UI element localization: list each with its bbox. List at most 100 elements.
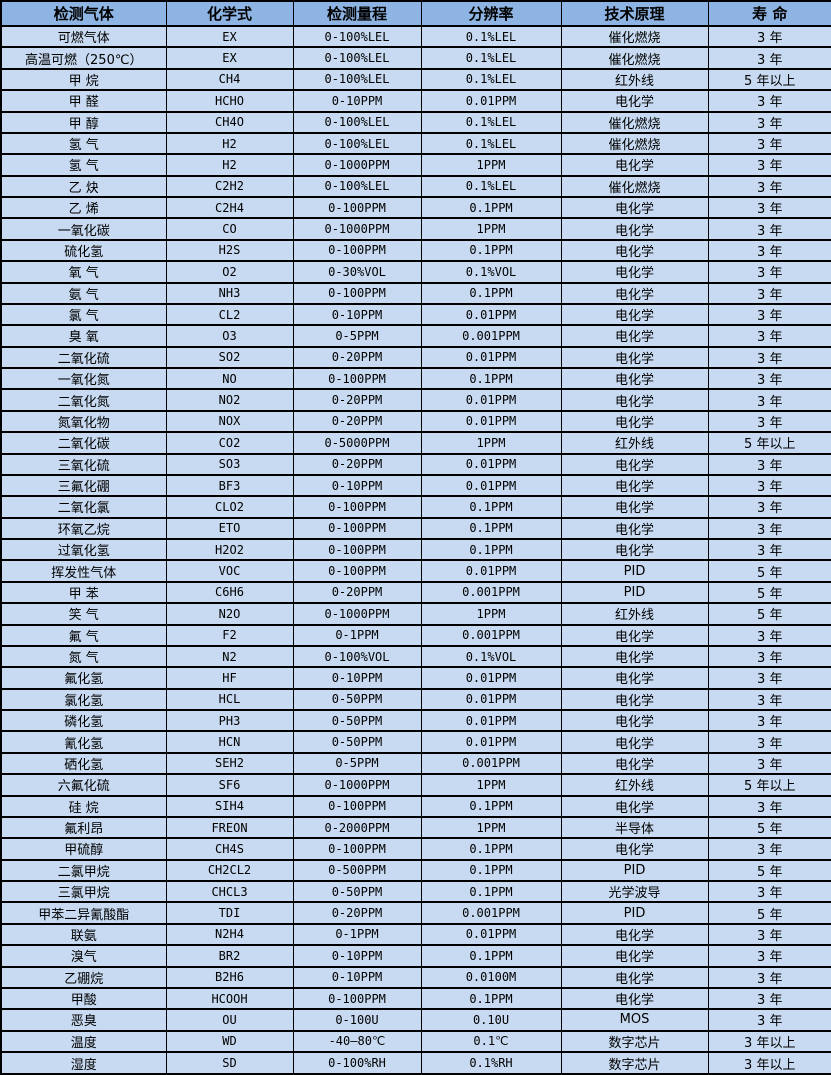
cell-formula: H2O2 bbox=[165, 537, 294, 562]
cell-formula: H2 bbox=[165, 131, 294, 156]
cell-principle: 催化燃烧 bbox=[560, 24, 709, 49]
cell-lifespan: 3 年 bbox=[707, 495, 831, 519]
cell-formula: SEH2 bbox=[165, 751, 294, 776]
table-row: 臭 氧 O3 0-5PPM 0.001PPM 电化学 3 年 bbox=[0, 324, 831, 348]
cell-principle: 电化学 bbox=[560, 986, 709, 1011]
cell-range: 0-100%LEL bbox=[292, 110, 422, 134]
cell-gas: 联氨 bbox=[0, 922, 167, 947]
cell-resolution: 0.1%LEL bbox=[420, 174, 562, 199]
cell-formula: CLO2 bbox=[165, 495, 294, 519]
cell-gas: 硫化氢 bbox=[0, 238, 167, 263]
cell-gas: 二氧化氯 bbox=[0, 495, 167, 519]
cell-principle: 电化学 bbox=[560, 473, 709, 498]
cell-gas: 氢 气 bbox=[0, 153, 167, 177]
cell-lifespan: 5 年 bbox=[707, 901, 831, 925]
table-body: 可燃气体 EX 0-100%LEL 0.1%LEL 催化燃烧 3 年高温可燃（250℃） E… bbox=[0, 24, 831, 1075]
cell-resolution: 0.01PPM bbox=[420, 687, 562, 712]
cell-principle: 电化学 bbox=[560, 324, 709, 348]
cell-gas: 三氧化硫 bbox=[0, 452, 167, 476]
cell-formula: TDI bbox=[165, 901, 294, 925]
cell-lifespan: 3 年 bbox=[707, 623, 831, 647]
cell-resolution: 0.1%LEL bbox=[420, 24, 562, 49]
cell-principle: 催化燃烧 bbox=[560, 110, 709, 134]
cell-resolution: 0.1℃ bbox=[420, 1029, 562, 1054]
cell-resolution: 1PPM bbox=[420, 217, 562, 241]
cell-formula: SIH4 bbox=[165, 794, 294, 818]
table-row: 氰化氢 HCN 0-50PPM 0.01PPM 电化学 3 年 bbox=[0, 730, 831, 754]
cell-resolution: 0.001PPM bbox=[420, 580, 562, 605]
cell-principle: PID bbox=[560, 559, 709, 583]
cell-gas: 甲 烷 bbox=[0, 67, 167, 92]
cell-gas: 二氧化硫 bbox=[0, 345, 167, 370]
cell-formula: NH3 bbox=[165, 281, 294, 305]
cell-range: 0-20PPM bbox=[292, 409, 422, 434]
cell-gas: 硒化氢 bbox=[0, 751, 167, 776]
cell-range: 0-10PPM bbox=[292, 89, 422, 113]
cell-formula: CH4 bbox=[165, 67, 294, 92]
cell-principle: PID bbox=[560, 858, 709, 883]
cell-gas: 过氧化氢 bbox=[0, 537, 167, 562]
cell-formula: ETO bbox=[165, 516, 294, 541]
cell-resolution: 0.01PPM bbox=[420, 559, 562, 583]
cell-range: 0-10PPM bbox=[292, 473, 422, 498]
cell-formula: SO3 bbox=[165, 452, 294, 476]
cell-lifespan: 3 年 bbox=[707, 944, 831, 968]
table-row: 高温可燃（250℃） EX 0-100%LEL 0.1%LEL 催化燃烧 3 年 bbox=[0, 46, 831, 70]
cell-formula: NOX bbox=[165, 409, 294, 434]
cell-lifespan: 3 年 bbox=[707, 409, 831, 434]
cell-formula: BF3 bbox=[165, 473, 294, 498]
cell-lifespan: 3 年 bbox=[707, 708, 831, 733]
cell-formula: HCOOH bbox=[165, 986, 294, 1011]
cell-resolution: 0.001PPM bbox=[420, 623, 562, 647]
table-row: 挥发性气体 VOC 0-100PPM 0.01PPM PID 5 年 bbox=[0, 559, 831, 583]
table-row: 磷化氢 PH3 0-50PPM 0.01PPM 电化学 3 年 bbox=[0, 708, 831, 733]
cell-formula: CO bbox=[165, 217, 294, 241]
cell-principle: PID bbox=[560, 580, 709, 605]
cell-range: 0-100PPM bbox=[292, 537, 422, 562]
cell-gas: 甲 醛 bbox=[0, 89, 167, 113]
cell-range: 0-1PPM bbox=[292, 623, 422, 647]
cell-resolution: 0.1%LEL bbox=[420, 110, 562, 134]
cell-lifespan: 3 年以上 bbox=[707, 1029, 831, 1054]
column-header-principle: 技术原理 bbox=[560, 0, 709, 27]
cell-principle: 电化学 bbox=[560, 281, 709, 305]
cell-formula: NO2 bbox=[165, 388, 294, 412]
cell-gas: 氧 气 bbox=[0, 260, 167, 284]
cell-lifespan: 3 年 bbox=[707, 260, 831, 284]
cell-principle: 电化学 bbox=[560, 687, 709, 712]
header-row: 检测气体 化学式 检测量程 分辨率 技术原理寿 命 bbox=[0, 0, 831, 27]
cell-range: 0-100PPM bbox=[292, 559, 422, 583]
cell-lifespan: 3 年以上 bbox=[707, 1051, 831, 1075]
cell-lifespan: 3 年 bbox=[707, 644, 831, 669]
table-row: 乙 烯 C2H4 0-100PPM 0.1PPM 电化学 3 年 bbox=[0, 195, 831, 220]
cell-gas: 三氟化硼 bbox=[0, 473, 167, 498]
cell-range: 0-20PPM bbox=[292, 580, 422, 605]
table-row: 二氧化氮 NO2 0-20PPM 0.01PPM 电化学 3 年 bbox=[0, 388, 831, 412]
cell-formula: SF6 bbox=[165, 773, 294, 797]
cell-principle: 电化学 bbox=[560, 388, 709, 412]
cell-resolution: 0.10U bbox=[420, 1008, 562, 1032]
cell-resolution: 0.001PPM bbox=[420, 751, 562, 776]
table-row: 甲硫醇 CH4S 0-100PPM 0.1PPM 电化学 3 年 bbox=[0, 837, 831, 861]
table-row: 一氧化氮 NO 0-100PPM 0.1PPM 电化学 3 年 bbox=[0, 366, 831, 391]
cell-principle: 电化学 bbox=[560, 409, 709, 434]
cell-lifespan: 3 年 bbox=[707, 24, 831, 49]
cell-resolution: 0.001PPM bbox=[420, 324, 562, 348]
cell-range: 0-100%RH bbox=[292, 1051, 422, 1075]
cell-lifespan: 5 年以上 bbox=[707, 773, 831, 797]
cell-resolution: 1PPM bbox=[420, 773, 562, 797]
cell-principle: 电化学 bbox=[560, 89, 709, 113]
cell-lifespan: 3 年 bbox=[707, 879, 831, 904]
cell-formula: SD bbox=[165, 1051, 294, 1075]
table-row: 甲苯二异氰酸酯 TDI 0-20PPM 0.001PPM PID 5 年 bbox=[0, 901, 831, 925]
cell-gas: 氨 气 bbox=[0, 281, 167, 305]
cell-range: 0-30%VOL bbox=[292, 260, 422, 284]
table-row: 氟 气 F2 0-1PPM 0.001PPM 电化学 3 年 bbox=[0, 623, 831, 647]
table-row: 联氨 N2H4 0-1PPM 0.01PPM 电化学 3 年 bbox=[0, 922, 831, 947]
table-row: 乙 炔 C2H2 0-100%LEL 0.1%LEL 催化燃烧 3 年 bbox=[0, 174, 831, 199]
cell-resolution: 1PPM bbox=[420, 602, 562, 626]
cell-gas: 高温可燃（250℃） bbox=[0, 46, 167, 70]
cell-principle: 电化学 bbox=[560, 922, 709, 947]
cell-range: 0-100PPM bbox=[292, 516, 422, 541]
cell-gas: 三氯甲烷 bbox=[0, 879, 167, 904]
